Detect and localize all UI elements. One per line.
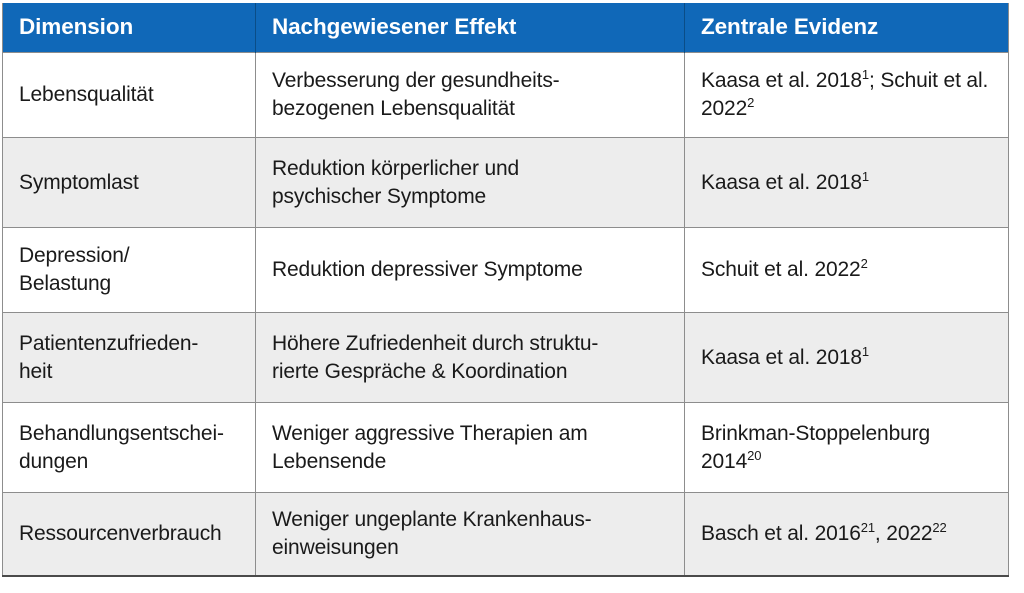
evidence-table: Dimension Nachgewiesener Effekt Zentrale… — [2, 3, 1009, 577]
cell-evidence: Kaasa et al. 20181; Schuit et al. 20222 — [684, 52, 1009, 138]
cell-effect: Verbesserung der gesundheits-bezogenen L… — [255, 52, 685, 138]
text-fragment: , 2022 — [874, 521, 933, 545]
table-header-row: Dimension Nachgewiesener Effekt Zentrale… — [2, 3, 1009, 53]
table-row: Lebensqualität Verbesserung der gesundhei… — [2, 52, 1009, 138]
cell-effect: Reduktion depressiver Symptome — [255, 227, 685, 313]
cell-line: Symptomlast — [19, 170, 139, 194]
cell-effect: Weniger aggressive Therapien am Lebensend… — [255, 402, 685, 493]
cell-line: 20222 — [701, 95, 994, 123]
reference-superscript: 2 — [747, 95, 755, 110]
cell-line: Basch et al. 201621, 202222 — [701, 520, 994, 548]
cell-line: Reduktion körperlicher und — [272, 156, 520, 180]
cell-line: Lebensqualität — [19, 83, 154, 107]
evidence-table-container: Dimension Nachgewiesener Effekt Zentrale… — [2, 3, 1009, 577]
cell-evidence: Schuit et al. 20222 — [684, 227, 1009, 313]
text-fragment: Kaasa et al. 2018 — [701, 345, 862, 369]
reference-superscript: 1 — [861, 343, 870, 359]
cell-line: dungen — [19, 449, 89, 473]
cell-line: Lebensende — [272, 449, 387, 473]
cell-line: Brinkman-Stoppelenburg — [701, 420, 994, 448]
text-fragment: 2022 — [701, 97, 748, 120]
cell-dimension: Behandlungsentschei-dungen — [2, 402, 256, 493]
column-header-dimension: Dimension — [2, 3, 256, 53]
reference-superscript: 1 — [861, 67, 870, 83]
cell-line: Behandlungsentschei- — [19, 421, 224, 445]
cell-line: Depression/ — [19, 244, 130, 268]
table-row: Depression/Belastung Reduktion depressive… — [2, 227, 1009, 313]
text-fragment: 2014 — [701, 449, 748, 473]
cell-evidence: Kaasa et al. 20181 — [684, 312, 1009, 403]
text-fragment: Kaasa et al. 2018 — [701, 69, 862, 93]
table-row: Symptomlast Reduktion körperlicher und psy… — [2, 137, 1009, 228]
cell-effect: Höhere Zufriedenheit durch struktu-riert… — [255, 312, 685, 403]
cell-dimension: Lebensqualität — [2, 52, 256, 138]
cell-line: psychischer Symptome — [272, 184, 487, 208]
cell-line: Reduktion depressiver Symptome — [272, 258, 583, 282]
cell-line: Höhere Zufriedenheit durch struktu- — [272, 331, 599, 355]
cell-line: Ressourcenverbrauch — [19, 521, 222, 545]
text-fragment: Basch et al. 2016 — [701, 521, 861, 545]
cell-dimension: Ressourcenverbrauch — [2, 492, 256, 576]
cell-line: Kaasa et al. 20181; Schuit et al. — [701, 67, 994, 95]
cell-line: Belastung — [19, 272, 112, 295]
reference-superscript: 20 — [747, 447, 762, 463]
cell-line: rierte Gespräche & Koordination — [272, 359, 568, 383]
cell-line: 201420 — [701, 448, 994, 476]
cell-dimension: Patientenzufrieden-heit — [2, 312, 256, 403]
cell-line: Weniger aggressive Therapien am — [272, 421, 588, 445]
table-row: Ressourcenverbrauch Weniger ungeplante Kr… — [2, 492, 1009, 576]
text-fragment: Kaasa et al. 2018 — [701, 170, 862, 194]
cell-line: Weniger ungeplante Krankenhaus- — [272, 507, 592, 531]
cell-line: heit — [19, 359, 53, 383]
text-fragment: Brinkman-Stoppelenburg — [701, 421, 931, 445]
cell-line: einweisungen — [272, 535, 399, 559]
reference-superscript: 1 — [861, 168, 870, 184]
cell-line: Verbesserung der gesundheits- — [272, 69, 560, 93]
reference-superscript: 21 — [860, 519, 875, 535]
table-body: Lebensqualität Verbesserung der gesundhei… — [2, 52, 1009, 576]
cell-dimension: Depression/Belastung — [2, 227, 256, 313]
cell-line: Kaasa et al. 20181 — [701, 344, 994, 372]
table-row: Patientenzufrieden-heit Höhere Zufriedenh… — [2, 312, 1009, 403]
cell-line: Schuit et al. 20222 — [701, 256, 994, 284]
cell-line: Patientenzufrieden- — [19, 331, 199, 355]
table-header: Dimension Nachgewiesener Effekt Zentrale… — [2, 3, 1009, 53]
cell-evidence: Basch et al. 201621, 202222 — [684, 492, 1009, 576]
column-header-effect: Nachgewiesener Effekt — [255, 3, 685, 53]
reference-superscript: 22 — [932, 519, 947, 535]
column-header-evidence: Zentrale Evidenz — [684, 3, 1009, 53]
cell-effect: Weniger ungeplante Krankenhaus-einweisun… — [255, 492, 685, 576]
text-fragment: ; Schuit et al. — [869, 69, 989, 93]
cell-line: Kaasa et al. 20181 — [701, 169, 994, 197]
cell-evidence: Kaasa et al. 20181 — [684, 137, 1009, 228]
cell-dimension: Symptomlast — [2, 137, 256, 228]
cell-evidence: Brinkman-Stoppelenburg 201420 — [684, 402, 1009, 493]
table-row: Behandlungsentschei-dungen Weniger aggres… — [2, 402, 1009, 493]
cell-effect: Reduktion körperlicher und psychischer Sy… — [255, 137, 685, 228]
cell-line: bezogenen Lebensqualität — [272, 97, 515, 120]
text-fragment: Schuit et al. 2022 — [701, 258, 861, 282]
reference-superscript: 2 — [860, 256, 868, 272]
